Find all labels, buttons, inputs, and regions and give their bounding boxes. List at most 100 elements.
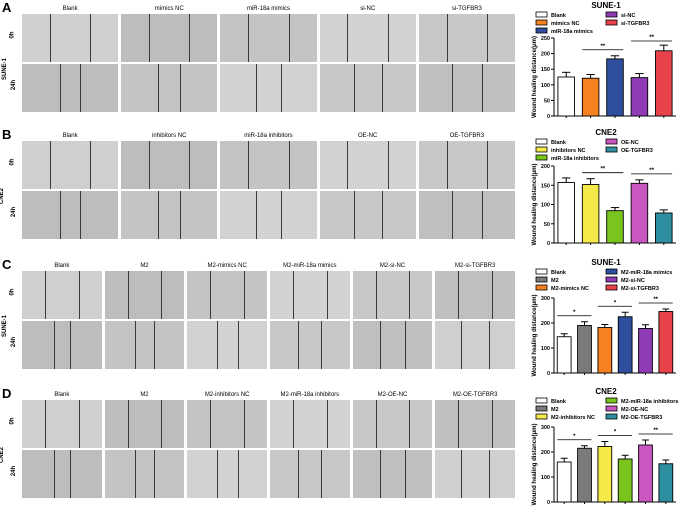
chart-title: CNE2: [595, 387, 617, 396]
scratch-edge: [461, 450, 463, 498]
scratch-edge: [90, 14, 92, 62]
legend-label: M2-OE-NC: [621, 407, 648, 413]
scratch-edge: [69, 450, 71, 498]
row-label: 0h: [9, 417, 16, 425]
scratch-edge: [216, 450, 218, 498]
y-axis-label: Wound healing distance(μm): [532, 36, 538, 118]
wound-image: [270, 400, 350, 448]
wound-image: [319, 191, 416, 239]
column-header: mimics NC: [154, 6, 184, 12]
panel-label: C: [2, 257, 12, 272]
scratch-edge: [461, 321, 463, 369]
scratch-edge: [379, 450, 381, 498]
cell-line-label: SUNE-1: [2, 314, 9, 338]
wound-image: [352, 400, 433, 448]
y-axis-label: Wound healing distance(μm): [532, 295, 538, 377]
scratch-edge: [127, 400, 129, 448]
y-tick-label: 0: [547, 114, 550, 120]
column-header: M2-miR-18a inhibitors: [280, 392, 340, 398]
legend-swatch: [605, 276, 618, 283]
wound-image: [270, 321, 350, 369]
legend-swatch: [605, 138, 618, 145]
scratch-edge: [288, 141, 290, 189]
bar: [581, 77, 600, 117]
bar: [606, 58, 624, 117]
y-tick-label: 100: [541, 346, 550, 352]
scratch-edge: [210, 400, 212, 448]
wound-image: [22, 271, 102, 319]
scratch-edge: [161, 400, 163, 448]
bar: [577, 447, 592, 503]
legend-label: miR-18a inhibitors: [551, 156, 599, 162]
scratch-edge: [379, 321, 381, 369]
wound-image: [319, 14, 416, 62]
wound-image: [418, 191, 515, 239]
y-tick-label: 0: [547, 371, 550, 377]
legend-label: OE-TGFBR3: [621, 148, 653, 154]
row-label: 24h: [11, 336, 18, 348]
legend-label: si-NC: [621, 13, 635, 19]
bar: [556, 461, 572, 503]
legend-label: Blank: [551, 270, 567, 276]
legend-label: M2-inhibitors NC: [551, 415, 595, 421]
bar: [556, 336, 572, 374]
scratch-edge: [161, 271, 163, 319]
row-label: 0h: [9, 158, 16, 166]
bar: [638, 444, 653, 503]
significance-label: **: [649, 168, 654, 174]
wound-image: [270, 450, 350, 498]
wound-image: [121, 141, 218, 189]
scratch-edge: [135, 450, 137, 498]
legend-swatch: [535, 397, 548, 404]
cell-line-label: CNE2: [0, 187, 6, 205]
legend-swatch: [535, 138, 548, 145]
row-label: 0h: [9, 288, 16, 296]
wound-image: [104, 450, 185, 498]
bar: [557, 182, 575, 244]
scratch-edge: [487, 141, 489, 189]
y-axis-label: Wound healing distance(μm): [532, 164, 538, 246]
y-tick-label: 200: [541, 321, 550, 327]
scratch-edge: [375, 271, 377, 319]
scratch-edge: [243, 400, 245, 448]
column-header: M2-OE-NC: [377, 392, 408, 398]
bar-chart: SUNE-1 Blank M2 M2-mimics NC M2-miR-18a mimi…: [524, 257, 685, 385]
legend-label: miR-18a mimics: [551, 29, 593, 35]
wound-image: [121, 64, 218, 112]
wound-image: [187, 271, 267, 319]
scratch-edge: [347, 14, 349, 62]
legend-label: M2-si-TGFBR3: [621, 286, 659, 292]
significance-label: *: [614, 300, 617, 306]
y-tick-label: 0: [547, 241, 550, 247]
legend-swatch: [605, 146, 618, 153]
significance-label: *: [614, 430, 617, 436]
scratch-edge: [405, 321, 407, 369]
scratch-edge: [255, 191, 257, 239]
bar: [577, 325, 592, 374]
scratch-edge: [293, 400, 295, 448]
wound-image: [220, 14, 317, 62]
y-tick-label: 250: [541, 36, 550, 42]
significance-label: **: [600, 167, 605, 173]
cell-line-label: SUNE-1: [2, 57, 9, 81]
column-header: miR-18a inhibitors: [244, 133, 293, 139]
scratch-edge: [491, 400, 493, 448]
scratch-edge: [49, 141, 51, 189]
y-tick-label: 100: [541, 83, 550, 89]
scratch-edge: [482, 191, 484, 239]
scratch-edge: [78, 400, 80, 448]
y-tick-label: 300: [541, 296, 550, 302]
legend-swatch: [605, 397, 618, 404]
scratch-edge: [409, 400, 411, 448]
legend-swatch: [605, 19, 618, 26]
scratch-edge: [248, 141, 250, 189]
row-label: 24h: [11, 206, 18, 218]
scratch-edge: [381, 64, 383, 112]
scratch-edge: [180, 64, 182, 112]
legend-label: Blank: [551, 140, 567, 146]
scratch-edge: [78, 271, 80, 319]
wound-image: [121, 191, 218, 239]
y-tick-label: 300: [541, 425, 550, 431]
scratch-edge: [53, 450, 55, 498]
wound-image: [435, 450, 515, 498]
